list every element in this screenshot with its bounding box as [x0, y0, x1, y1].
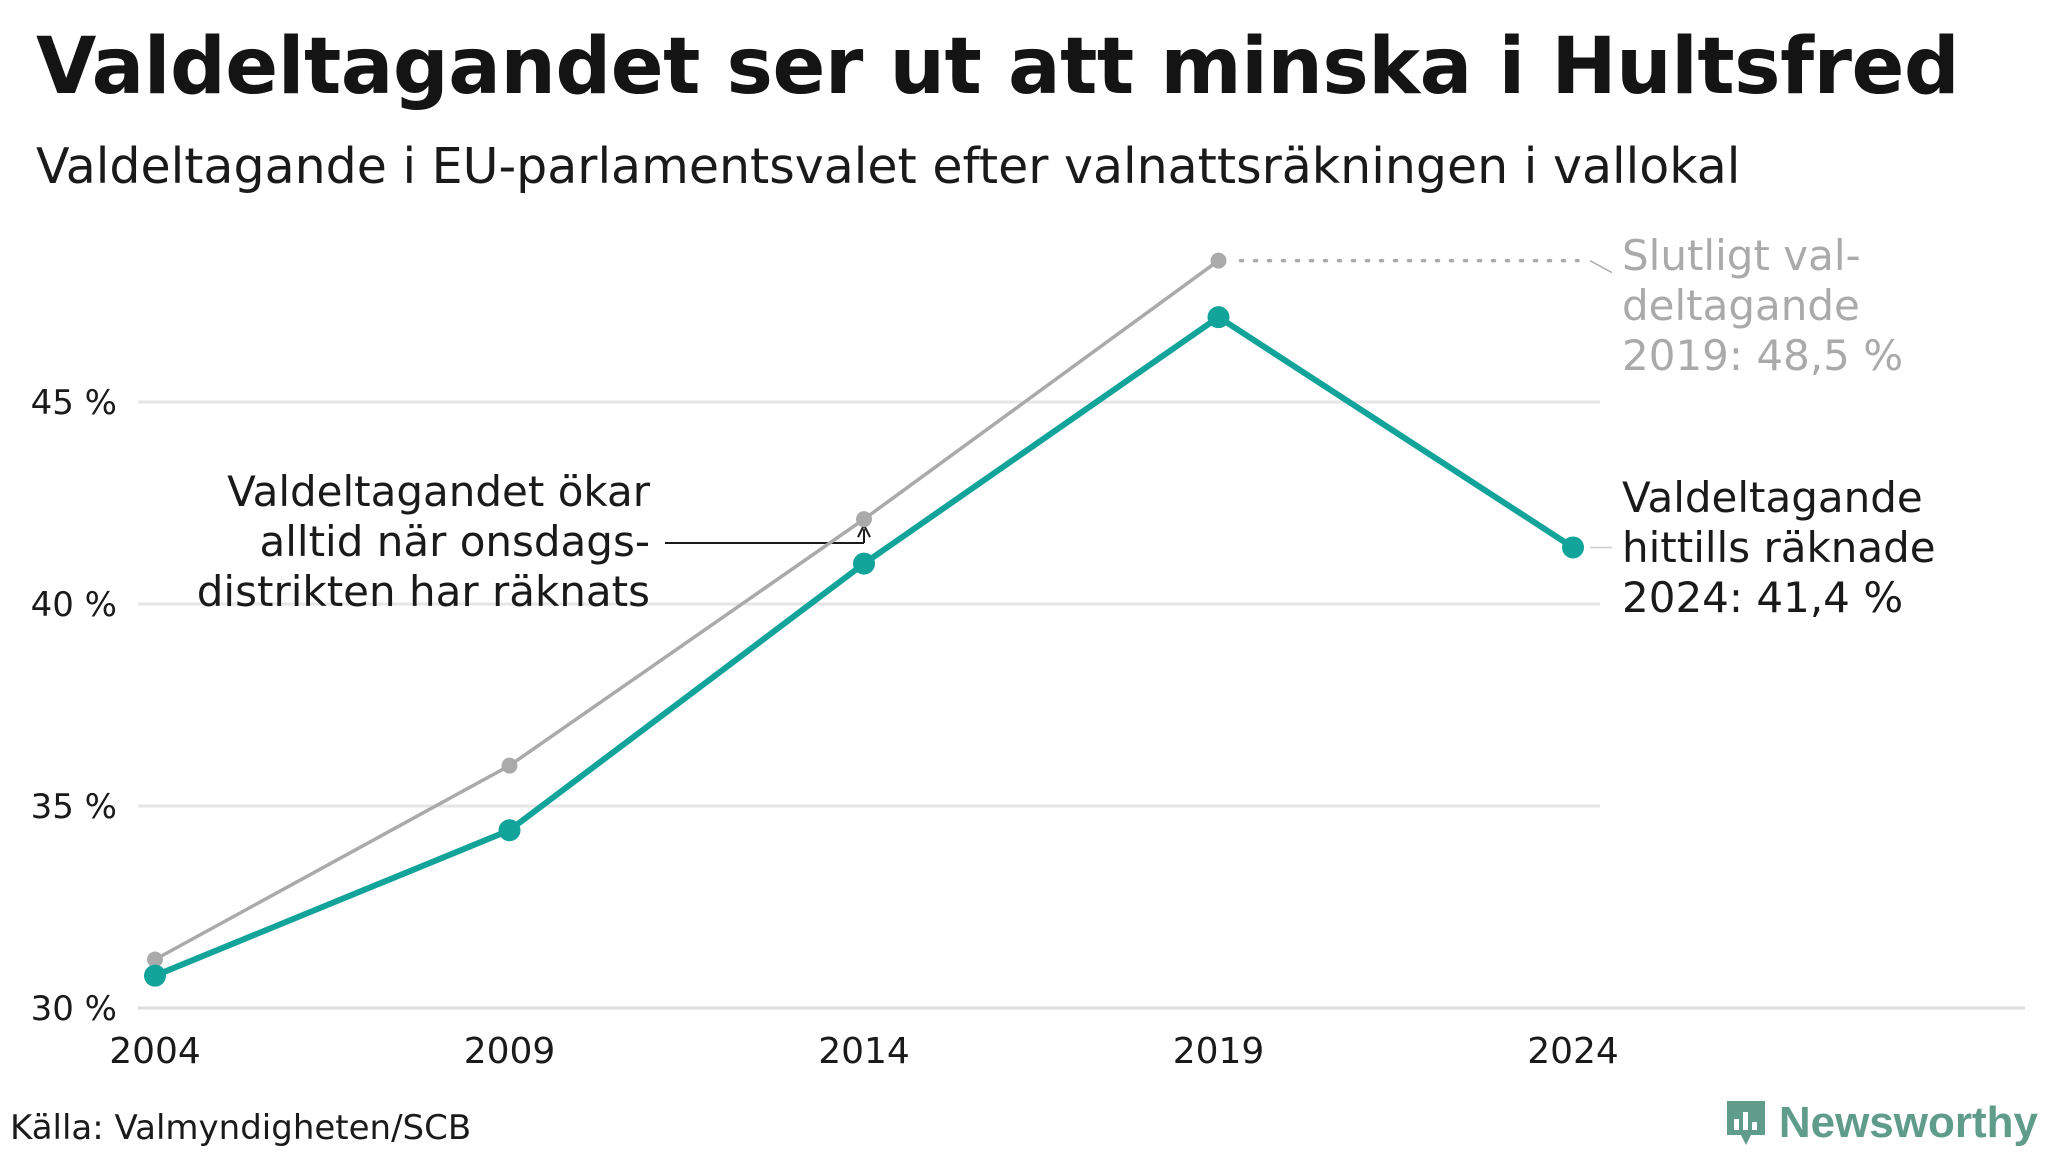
final-point	[1210, 252, 1227, 269]
current-value-label: Valdeltagande	[1622, 473, 1923, 522]
preliminary-point	[498, 819, 521, 842]
final-point	[147, 951, 163, 968]
note-label: Valdeltagandet ökar	[227, 467, 651, 516]
x-tick-label: 2019	[1173, 1031, 1265, 1072]
preliminary-point	[1207, 306, 1230, 329]
series-group	[144, 252, 1584, 987]
x-tick-label: 2024	[1527, 1031, 1619, 1072]
preliminary-point	[853, 552, 875, 575]
chart-subtitle: Valdeltagande i EU-parlamentsvalet efter…	[36, 138, 1741, 195]
final-value-label: Slutligt val-	[1622, 231, 1861, 280]
annotation-leaders	[665, 258, 1613, 549]
x-tick-label: 2004	[109, 1031, 201, 1072]
final-series-line	[153, 258, 1221, 962]
final-point	[501, 757, 518, 774]
note-label: alltid när onsdags-	[260, 517, 651, 566]
y-tick-label: 45 %	[31, 383, 117, 423]
note-label: distrikten har räknats	[197, 567, 650, 616]
x-tick-label: 2014	[818, 1031, 910, 1072]
final-value-label: deltagande	[1622, 281, 1860, 330]
final-label-tick	[1589, 259, 1613, 274]
x-tick-label: 2009	[464, 1031, 556, 1072]
chart-title: Valdeltagandet ser ut att minska i Hults…	[36, 22, 1960, 112]
gridlines	[138, 400, 2025, 1010]
y-tick-label: 40 %	[31, 585, 117, 625]
current-value-label: hittills räknade	[1622, 523, 1936, 572]
preliminary-series-line	[152, 314, 1576, 979]
y-axis-ticks: 30 % 35 % 40 % 45 %	[31, 383, 117, 1029]
newsworthy-logo-icon	[1726, 1101, 1765, 1145]
final-point	[856, 511, 872, 528]
preliminary-point	[144, 964, 166, 987]
y-tick-label: 30 %	[31, 989, 117, 1029]
x-axis-ticks: 2004 2009 2014 2019 2024	[109, 1031, 1619, 1072]
brand-name: Newsworthy	[1778, 1098, 2038, 1147]
final-value-label: 2019: 48,5 %	[1622, 331, 1903, 380]
current-value-label: 2024: 41,4 %	[1622, 573, 1903, 622]
y-tick-label: 35 %	[31, 787, 117, 827]
preliminary-point	[1562, 536, 1584, 559]
source-note: Källa: Valmyndigheten/SCB	[10, 1108, 472, 1148]
brand-logo: Newsworthy	[1723, 1097, 2038, 1149]
